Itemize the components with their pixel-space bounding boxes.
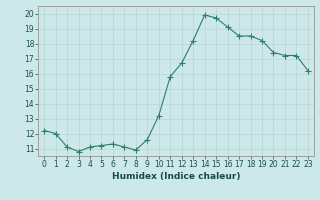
X-axis label: Humidex (Indice chaleur): Humidex (Indice chaleur) <box>112 172 240 181</box>
